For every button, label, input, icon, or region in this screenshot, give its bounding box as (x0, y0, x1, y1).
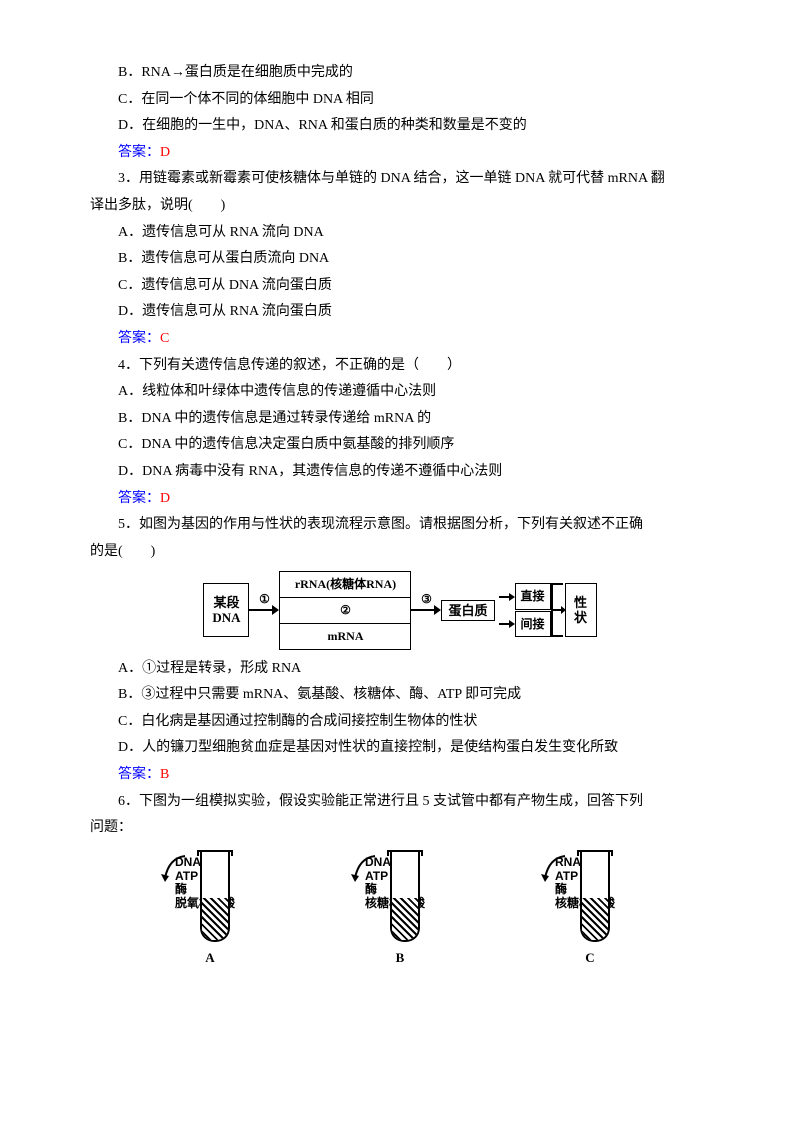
option-b: B．RNA→蛋白质是在细胞质中完成的 (90, 60, 710, 87)
tube-b-label: B (325, 946, 475, 971)
flow-indirect-box: 间接 (515, 611, 551, 638)
answer-label: 答案： (118, 145, 160, 160)
answer-label: 答案： (118, 767, 160, 782)
q4-b: B．DNA 中的遗传信息是通过转录传递给 mRNA 的 (90, 406, 710, 433)
tube-c-body (580, 852, 610, 942)
q6-stem-line2: 问题： (90, 815, 710, 842)
q5-answer: 答案：B (90, 762, 710, 789)
q3-stem-line2: 译出多肽，说明( ) (90, 193, 710, 220)
q3-a: A．遗传信息可从 RNA 流向 DNA (90, 220, 710, 247)
q4-a: A．线粒体和叶绿体中遗传信息的传递遵循中心法则 (90, 379, 710, 406)
answer-line: 答案：D (90, 140, 710, 167)
option-d: D．在细胞的一生中，DNA、RNA 和蛋白质的种类和数量是不变的 (90, 113, 710, 140)
q5-a: A．①过程是转录，形成 RNA (90, 656, 710, 683)
flow-direct-box: 直接 (515, 583, 551, 610)
option-c: C．在同一个体不同的体细胞中 DNA 相同 (90, 87, 710, 114)
flow-mid-mid: ② (280, 597, 410, 623)
flow-mid-bot: mRNA (280, 623, 410, 649)
q5-stem-line2: 的是( ) (90, 539, 710, 566)
q3-stem-line1: 3．用链霉素或新霉素可使核糖体与单链的 DNA 结合，这一单链 DNA 就可代替… (90, 166, 710, 193)
tube-b: DNA ATP 酶 核糖核苷酸 B (325, 852, 475, 971)
tube-c-label: C (515, 946, 665, 971)
tube-a: DNA ATP 酶 脱氧核苷酸 A (135, 852, 285, 971)
q5-c: C．白化病是基因通过控制酶的合成间接控制生物体的性状 (90, 709, 710, 736)
flow-joiner (551, 583, 565, 637)
answer-label: 答案： (118, 331, 160, 346)
q6-stem-line1: 6．下图为一组模拟实验，假设实验能正常进行且 5 支试管中都有产物生成，回答下列 (90, 789, 710, 816)
tube-c: RNA ATP 酶 核糖核苷酸 C (515, 852, 665, 971)
answer-letter: D (160, 491, 170, 506)
q5-b: B．③过程中只需要 mRNA、氨基酸、核糖体、酶、ATP 即可完成 (90, 682, 710, 709)
tube-a-body (200, 852, 230, 942)
flow-arrow-3-label: ③ (411, 588, 441, 611)
tube-b-body (390, 852, 420, 942)
answer-letter: B (160, 767, 169, 782)
flow-mid-top: rRNA(核糖体RNA) (280, 572, 410, 597)
flow-mid-box: rRNA(核糖体RNA) ② mRNA (279, 571, 411, 649)
flow-source-box: 某段 DNA (203, 583, 249, 637)
q4-answer: 答案：D (90, 486, 710, 513)
q3-answer: 答案：C (90, 326, 710, 353)
flow-branch: 直接 间接 (499, 583, 551, 637)
q4-c: C．DNA 中的遗传信息决定蛋白质中氨基酸的排列顺序 (90, 432, 710, 459)
flow-trait-box: 性状 (565, 583, 597, 637)
q6-tubes-diagram: DNA ATP 酶 脱氧核苷酸 A DNA (90, 848, 710, 975)
tube-a-label: A (135, 946, 285, 971)
q3-d: D．遗传信息可从 RNA 流向蛋白质 (90, 299, 710, 326)
q3-b: B．遗传信息可从蛋白质流向 DNA (90, 246, 710, 273)
answer-letter: C (160, 331, 169, 346)
q5-d: D．人的镰刀型细胞贫血症是基因对性状的直接控制，是使结构蛋白发生变化所致 (90, 735, 710, 762)
answer-label: 答案： (118, 491, 160, 506)
q4-d: D．DNA 病毒中没有 RNA，其遗传信息的传递不遵循中心法则 (90, 459, 710, 486)
flow-arrow-1-label: ① (249, 588, 279, 611)
flow-left-top: 某段 (213, 595, 239, 611)
answer-letter: D (160, 145, 170, 160)
page: B．RNA→蛋白质是在细胞质中完成的 C．在同一个体不同的体细胞中 DNA 相同… (0, 0, 800, 1021)
q5-stem-line1: 5．如图为基因的作用与性状的表现流程示意图。请根据图分析，下列有关叙述不正确 (90, 512, 710, 539)
flow-arrow-3: ③ (411, 604, 441, 616)
q4-stem: 4．下列有关遗传信息传递的叙述，不正确的是（ ） (90, 353, 710, 380)
q5-flow-diagram: 某段 DNA ① rRNA(核糖体RNA) ② mRNA ③ 蛋白质 直接 (90, 571, 710, 649)
flow-left-bottom: DNA (212, 610, 240, 626)
flow-arrow-1: ① (249, 604, 279, 616)
q3-c: C．遗传信息可从 DNA 流向蛋白质 (90, 273, 710, 300)
flow-protein-box: 蛋白质 (441, 600, 494, 622)
